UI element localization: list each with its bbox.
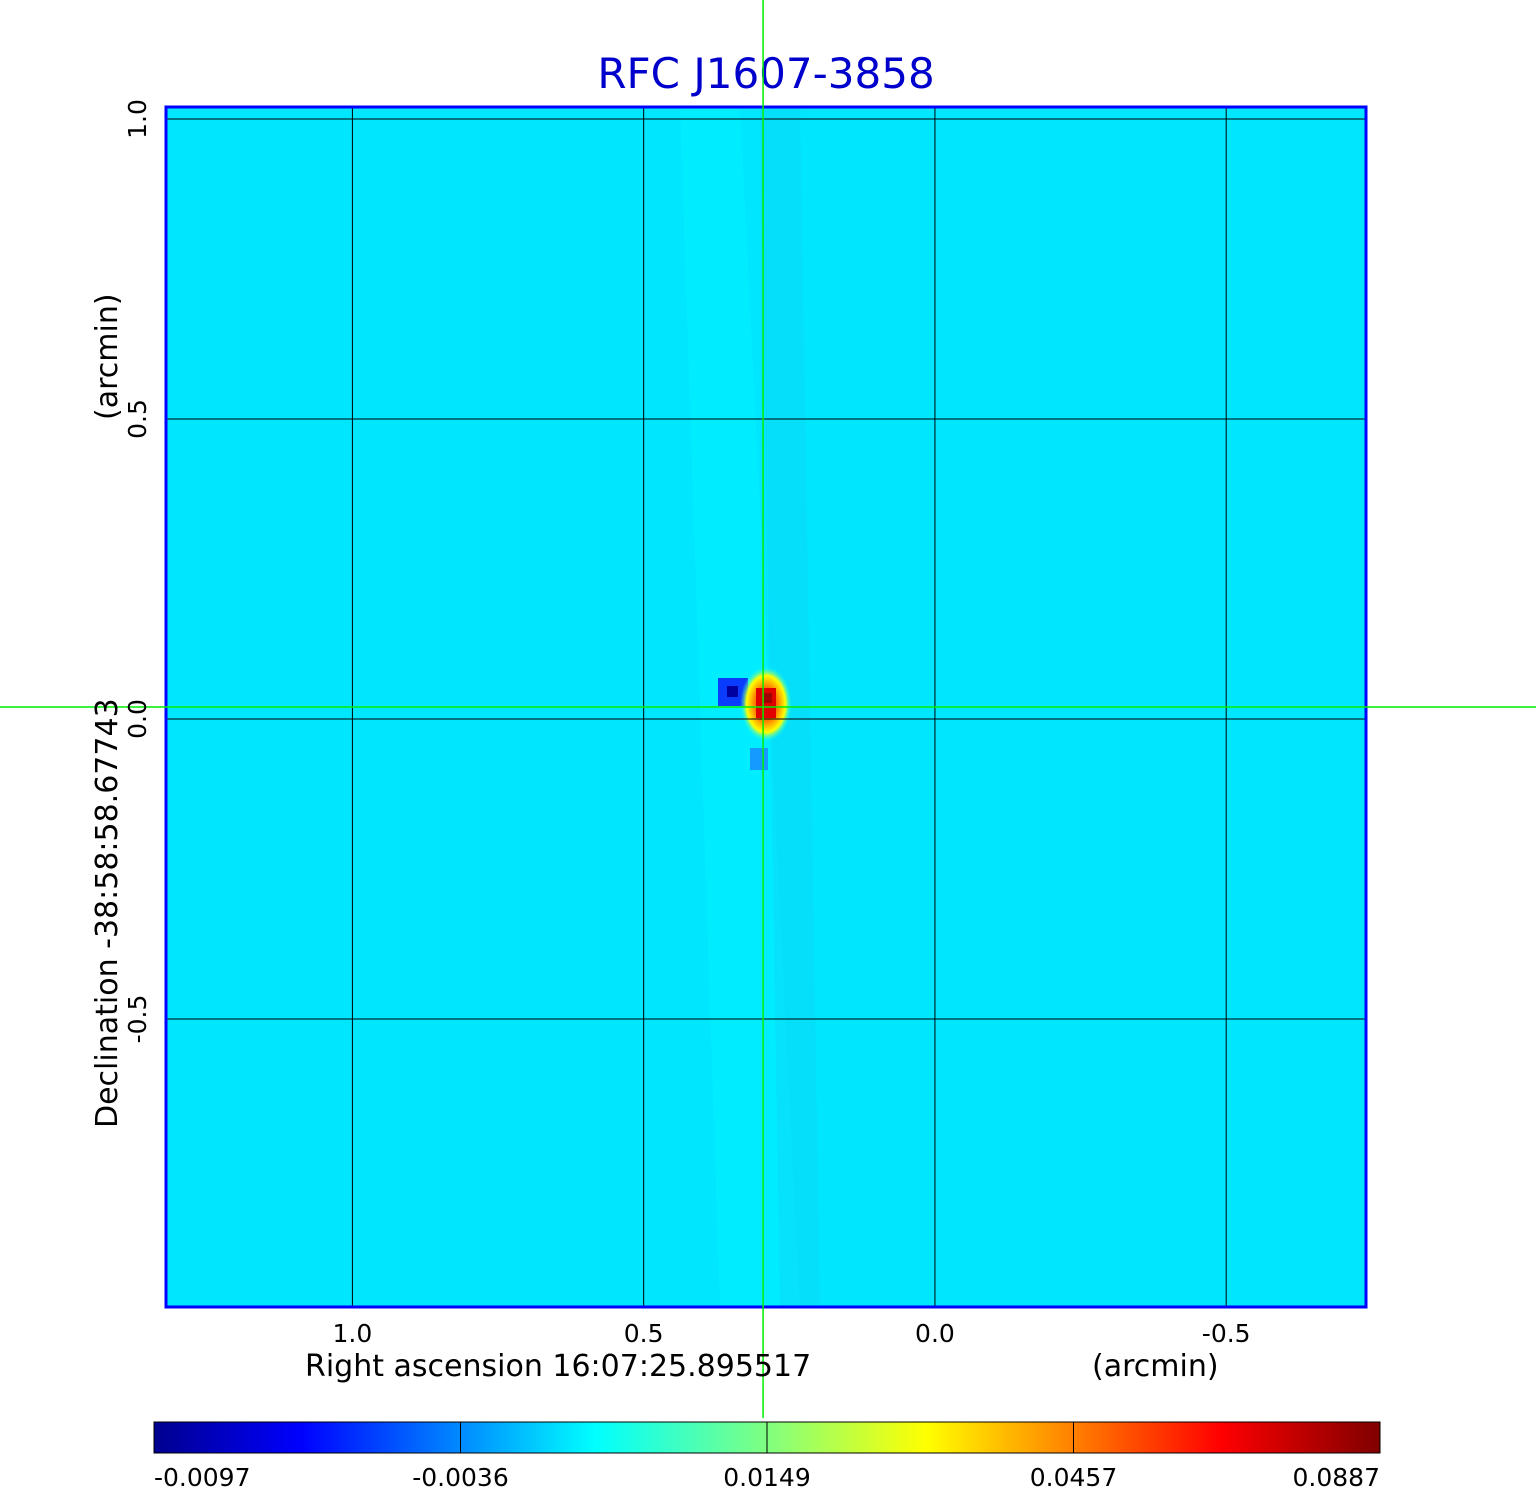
x-axis-label: Right ascension 16:07:25.895517 [305, 1349, 811, 1384]
y-tick-labels: -0.5 0.0 0.5 1.0 [123, 99, 152, 1043]
y-tick-label: 1.0 [123, 99, 152, 139]
colorbar-tick-label: 0.0887 [1293, 1463, 1380, 1492]
colorbar-tick-label: 0.0457 [1030, 1463, 1117, 1492]
x-tick-label: 1.0 [333, 1319, 373, 1348]
crosshair [0, 0, 1536, 1418]
y-tick-label: 0.5 [123, 399, 152, 439]
x-axis-unit: (arcmin) [1092, 1349, 1219, 1384]
colorbar-tick-label: 0.0149 [723, 1463, 810, 1492]
x-tick-label: 0.5 [624, 1319, 664, 1348]
colorbar: -0.0097 -0.0036 0.0149 0.0457 0.0887 [153, 1421, 1381, 1492]
minimum-core [727, 686, 738, 697]
x-tick-label: -0.5 [1202, 1319, 1251, 1348]
y-axis-label: Declination -38:58:58.67743 [90, 698, 125, 1128]
y-axis-unit: (arcmin) [90, 293, 125, 420]
chart-title: RFC J1607-3858 [597, 49, 934, 98]
x-tick-label: 0.0 [915, 1319, 955, 1348]
colorbar-tick-label: -0.0036 [412, 1463, 509, 1492]
peak-max [764, 693, 772, 703]
y-tick-label: -0.5 [123, 995, 152, 1044]
x-tick-labels: 1.0 0.5 0.0 -0.5 [333, 1319, 1251, 1348]
colorbar-tick-labels: -0.0097 -0.0036 0.0149 0.0457 0.0887 [153, 1422, 1381, 1492]
minimum-shadow [750, 748, 768, 770]
y-tick-label: 0.0 [123, 699, 152, 739]
colorbar-tick-label: -0.0097 [154, 1463, 251, 1492]
